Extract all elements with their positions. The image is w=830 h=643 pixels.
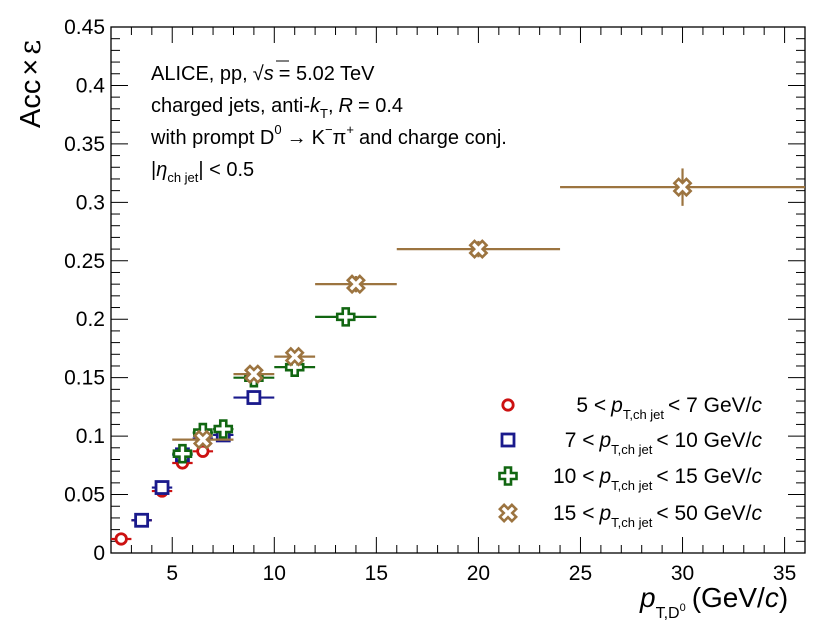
data-point bbox=[243, 364, 264, 385]
x-tick-label: 10 bbox=[263, 562, 286, 585]
legend-entry: 7 < pT,ch jet < 10 GeV/c bbox=[500, 429, 763, 457]
x-label-close: ) bbox=[779, 582, 788, 613]
annotation-line-3: with prompt D0 → K−π+ and charge conj. bbox=[150, 122, 507, 149]
x-label-sup: 0 bbox=[680, 602, 686, 614]
y-label-times: × bbox=[15, 59, 47, 76]
axis-tick-labels: 5 10 15 20 25 30 35 0 0.05 0.1 0.15 0.2 0.25 0.3 0.35 0… bbox=[64, 16, 796, 585]
data-point bbox=[246, 390, 262, 405]
x-label-sub: T,D bbox=[656, 605, 680, 622]
data-point bbox=[154, 480, 170, 495]
series-circle bbox=[111, 444, 214, 546]
data-point bbox=[345, 274, 366, 295]
legend-entry: 10 < pT,ch jet < 15 GeV/c bbox=[498, 465, 763, 493]
y-tick-label: 0.35 bbox=[64, 133, 105, 156]
legend-label: 7 < pT,ch jet < 10 GeV/c bbox=[565, 429, 763, 457]
legend-entry: 5 < pT,ch jet < 7 GeV/c bbox=[501, 394, 763, 422]
y-tick-label: 0.05 bbox=[64, 484, 105, 507]
y-tick-label: 0.1 bbox=[76, 425, 105, 448]
legend-label: 10 < pT,ch jet < 15 GeV/c bbox=[553, 465, 763, 493]
x-tick-label: 15 bbox=[365, 562, 388, 585]
data-point bbox=[335, 307, 356, 327]
y-tick-label: 0 bbox=[93, 542, 105, 565]
data-point bbox=[672, 177, 693, 198]
data-series bbox=[111, 168, 805, 546]
x-label-p: p bbox=[639, 582, 656, 613]
x-tick-label: 20 bbox=[467, 562, 490, 585]
x-label-unit: (GeV/ bbox=[692, 582, 765, 613]
axis-ticks bbox=[110, 26, 806, 554]
data-point bbox=[284, 346, 305, 367]
legend-marker bbox=[498, 503, 518, 523]
y-tick-label: 0.25 bbox=[64, 250, 105, 273]
y-axis-label: Acc × ε bbox=[13, 40, 47, 128]
legend-marker bbox=[498, 466, 518, 486]
legend-marker bbox=[501, 398, 515, 412]
x-tick-label: 5 bbox=[166, 562, 178, 585]
data-point bbox=[134, 512, 150, 528]
series-square bbox=[131, 390, 275, 528]
y-tick-label: 0.15 bbox=[64, 367, 105, 390]
legend-entry: 15 < pT,ch jet < 50 GeV/c bbox=[498, 502, 763, 530]
y-tick-label: 0.2 bbox=[76, 308, 105, 331]
x-label-c: c bbox=[765, 582, 779, 613]
x-tick-label: 30 bbox=[671, 562, 694, 585]
y-tick-label: 0.4 bbox=[76, 74, 106, 97]
series-x-cross bbox=[172, 168, 805, 450]
annotation-line-2: charged jets, anti-kT, R = 0.4 bbox=[151, 95, 403, 121]
y-tick-label: 0.3 bbox=[76, 191, 105, 214]
annotation: ALICE, pp, √s = 5.02 TeV charged jets, ant… bbox=[150, 60, 507, 185]
annotation-line-1: ALICE, pp, √s = 5.02 TeV bbox=[151, 63, 375, 85]
legend-marker bbox=[500, 432, 516, 448]
data-point bbox=[114, 532, 128, 546]
annotation-line-4: |ηch jet| < 0.5 bbox=[151, 159, 254, 185]
y-label-eps: ε bbox=[13, 40, 47, 55]
data-point bbox=[213, 419, 234, 439]
y-tick-label: 0.45 bbox=[64, 16, 105, 39]
data-point bbox=[172, 443, 193, 464]
x-tick-label: 25 bbox=[569, 562, 592, 585]
x-tick-label: 35 bbox=[773, 562, 796, 585]
y-label-acc: Acc bbox=[15, 80, 47, 128]
legend-label: 5 < pT,ch jet < 7 GeV/c bbox=[576, 394, 762, 422]
legend: 5 < pT,ch jet < 7 GeV/c 7 < pT,ch jet < 10 Ge… bbox=[498, 394, 763, 530]
legend-label: 15 < pT,ch jet < 50 GeV/c bbox=[553, 502, 763, 530]
data-point bbox=[468, 239, 489, 260]
data-point bbox=[196, 444, 210, 458]
data-point bbox=[192, 429, 213, 450]
x-axis-label: pT,D0 (GeV/c) bbox=[639, 582, 788, 622]
